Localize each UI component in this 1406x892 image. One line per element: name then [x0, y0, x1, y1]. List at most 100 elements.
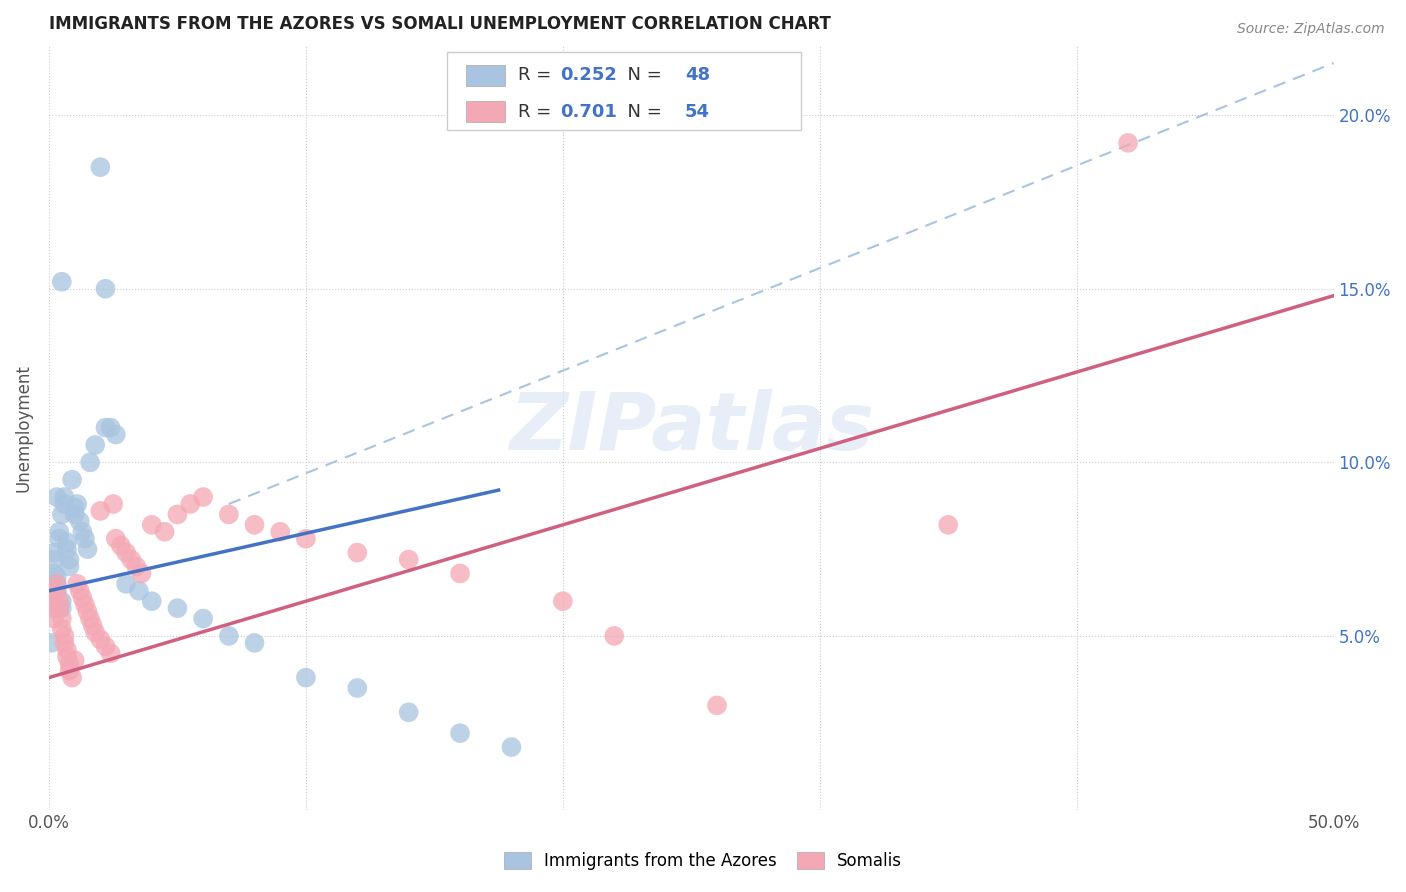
Point	[131, 566, 153, 581]
Point	[60, 473, 83, 487]
FancyBboxPatch shape	[467, 102, 505, 122]
Point	[53, 490, 76, 504]
Text: 54: 54	[685, 103, 710, 120]
Point	[449, 566, 471, 581]
Point	[103, 497, 125, 511]
Point	[79, 611, 101, 625]
Point	[63, 500, 86, 515]
Point	[104, 427, 127, 442]
Point	[58, 657, 80, 671]
Point	[73, 532, 96, 546]
Point	[346, 681, 368, 695]
Point	[89, 504, 111, 518]
Point	[82, 618, 104, 632]
Point	[45, 583, 67, 598]
Point	[53, 636, 76, 650]
Point	[76, 542, 98, 557]
Point	[141, 517, 163, 532]
Point	[72, 524, 94, 539]
Point	[42, 566, 65, 581]
Point	[243, 517, 266, 532]
Point	[45, 490, 67, 504]
Point	[179, 497, 201, 511]
Point	[94, 282, 117, 296]
Point	[94, 640, 117, 654]
Point	[45, 583, 67, 598]
Point	[72, 591, 94, 605]
Point	[56, 642, 79, 657]
Point	[42, 552, 65, 566]
Point	[398, 706, 420, 720]
Point	[42, 546, 65, 560]
Point	[66, 577, 89, 591]
Point	[56, 542, 79, 557]
Point	[100, 420, 122, 434]
Point	[191, 490, 214, 504]
Point	[41, 577, 63, 591]
Point	[63, 508, 86, 522]
Point	[73, 598, 96, 612]
Point	[89, 160, 111, 174]
Point	[100, 646, 122, 660]
Point	[110, 539, 132, 553]
FancyBboxPatch shape	[447, 52, 800, 129]
Text: ZIPatlas: ZIPatlas	[509, 389, 873, 467]
FancyBboxPatch shape	[467, 65, 505, 86]
Point	[56, 535, 79, 549]
Point	[48, 601, 70, 615]
Text: IMMIGRANTS FROM THE AZORES VS SOMALI UNEMPLOYMENT CORRELATION CHART: IMMIGRANTS FROM THE AZORES VS SOMALI UNE…	[49, 15, 831, 33]
Text: R =: R =	[517, 66, 557, 84]
Point	[42, 601, 65, 615]
Point	[269, 524, 291, 539]
Legend: Immigrants from the Azores, Somalis: Immigrants from the Azores, Somalis	[498, 845, 908, 877]
Point	[346, 546, 368, 560]
Point	[936, 517, 959, 532]
Point	[125, 559, 148, 574]
Point	[218, 629, 240, 643]
Text: 48: 48	[685, 66, 710, 84]
Point	[41, 594, 63, 608]
Point	[45, 577, 67, 591]
Point	[89, 632, 111, 647]
Point	[115, 577, 138, 591]
Point	[243, 636, 266, 650]
Point	[166, 508, 188, 522]
Text: Source: ZipAtlas.com: Source: ZipAtlas.com	[1237, 22, 1385, 37]
Point	[115, 546, 138, 560]
Point	[120, 552, 142, 566]
Point	[449, 726, 471, 740]
Point	[295, 532, 318, 546]
Point	[56, 649, 79, 664]
Y-axis label: Unemployment: Unemployment	[15, 364, 32, 491]
Point	[84, 438, 107, 452]
Point	[60, 671, 83, 685]
Point	[104, 532, 127, 546]
Point	[42, 611, 65, 625]
Point	[501, 739, 523, 754]
Point	[218, 508, 240, 522]
Text: 0.252: 0.252	[560, 66, 617, 84]
Point	[51, 508, 73, 522]
Point	[53, 629, 76, 643]
Point	[84, 625, 107, 640]
Text: R =: R =	[517, 103, 557, 120]
Text: 0.701: 0.701	[560, 103, 617, 120]
Point	[69, 514, 91, 528]
Point	[58, 559, 80, 574]
Point	[45, 570, 67, 584]
Point	[53, 497, 76, 511]
Point	[79, 455, 101, 469]
Text: N =: N =	[616, 103, 666, 120]
Point	[51, 275, 73, 289]
Point	[41, 636, 63, 650]
Point	[48, 594, 70, 608]
Point	[48, 524, 70, 539]
Point	[51, 611, 73, 625]
Point	[191, 611, 214, 625]
Point	[58, 552, 80, 566]
Point	[58, 664, 80, 678]
Point	[51, 594, 73, 608]
Point	[551, 594, 574, 608]
Point	[45, 577, 67, 591]
Point	[66, 497, 89, 511]
